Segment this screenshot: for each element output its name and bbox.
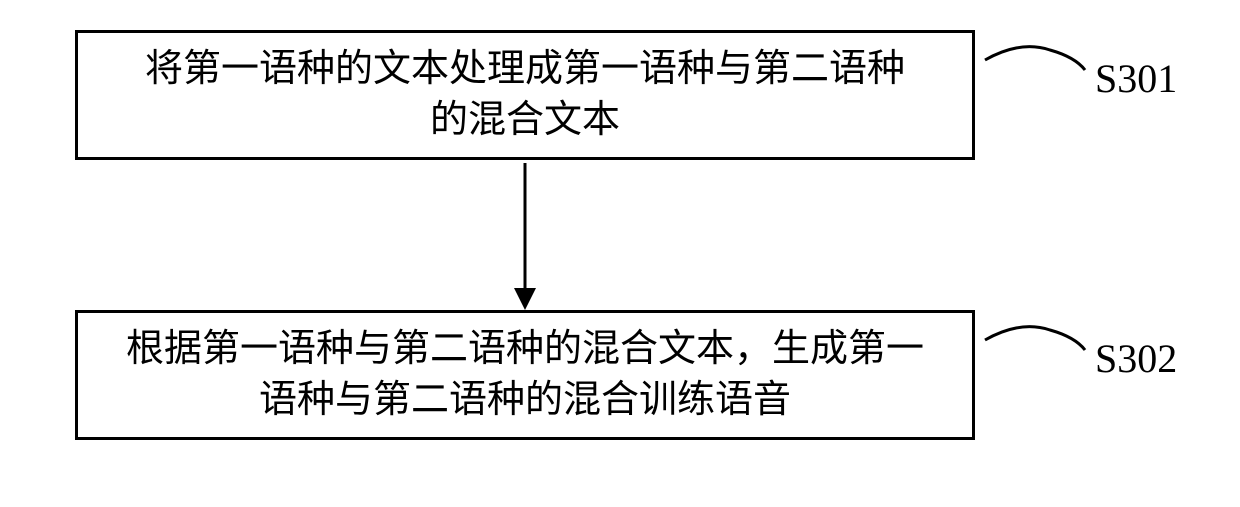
flowchart-canvas: 将第一语种的文本处理成第一语种与第二语种 的混合文本 S301 根据第一语种与第… (0, 0, 1240, 507)
flow-node-2-label-connector (0, 0, 1240, 507)
flow-node-2-label: S302 (1095, 335, 1177, 382)
